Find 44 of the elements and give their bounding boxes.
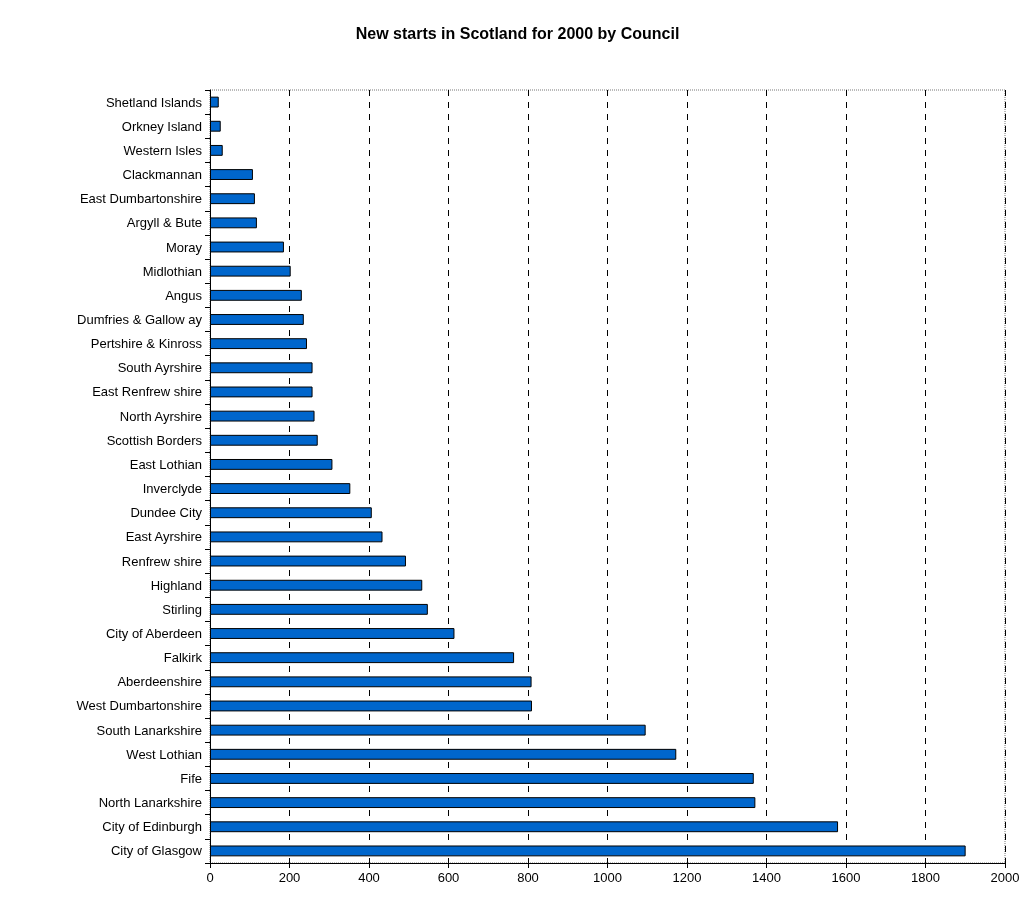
x-tick-label: 800 — [517, 870, 539, 885]
y-tick-label: East Renfrew shire — [92, 384, 202, 400]
y-tick-label: West Dumbartonshire — [76, 698, 202, 714]
y-tick-label: North Lanarkshire — [98, 795, 202, 811]
y-tick-label: Dumfries & Gallow ay — [77, 311, 203, 327]
y-tick-label: Angus — [165, 287, 203, 303]
y-tick-label: East Dumbartonshire — [79, 191, 202, 207]
y-tick-label: East Lothian — [129, 456, 202, 472]
y-tick-label: Midlothian — [142, 263, 202, 279]
y-tick-label: Shetland Islands — [105, 94, 203, 110]
x-tick-label: 600 — [437, 870, 460, 885]
y-tick-label: Dundee City — [130, 505, 203, 521]
chart-title: New starts in Scotland for 2000 by Council — [355, 24, 680, 42]
x-tick-label: 1600 — [831, 870, 861, 885]
y-tick-label: South Ayrshire — [117, 360, 202, 376]
y-tick-label: Stirling — [162, 601, 202, 617]
y-tick-label: Western Isles — [123, 142, 203, 158]
x-tick-label: 400 — [358, 870, 380, 885]
x-tick-label: 200 — [278, 870, 301, 885]
y-tick-label: Falkirk — [163, 650, 203, 666]
y-tick-label: Scottish Borders — [106, 432, 203, 448]
y-tick-label: Aberdeenshire — [117, 674, 202, 690]
y-tick-label: City of Aberdeen — [105, 626, 202, 642]
x-tick-label: 1000 — [593, 870, 622, 885]
y-tick-label: Highland — [150, 577, 202, 593]
y-tick-label: West Lothian — [126, 746, 202, 762]
y-tick-label: North Ayrshire — [119, 408, 202, 424]
x-tick-label: 1400 — [752, 870, 781, 885]
x-tick-label: 2000 — [990, 870, 1020, 885]
y-tick-label: Moray — [165, 239, 203, 255]
y-tick-label: Renfrew shire — [121, 553, 202, 569]
y-tick-label: Clackmannan — [122, 167, 202, 183]
x-tick-label: 1200 — [672, 870, 702, 885]
y-tick-label: South Lanarkshire — [96, 722, 202, 738]
y-tick-label: Argyll & Bute — [126, 215, 202, 231]
y-tick-label: Fife — [180, 770, 202, 786]
x-tick-label: 1800 — [911, 870, 940, 885]
y-tick-label: Orkney Island — [121, 118, 202, 134]
y-tick-label: Inverclyde — [142, 481, 202, 497]
y-tick-label: City of Glasgow — [110, 843, 203, 859]
y-tick-label: Pertshire & Kinross — [90, 336, 203, 352]
x-tick-label: 0 — [206, 870, 214, 885]
y-tick-label: East Ayrshire — [125, 529, 202, 545]
y-tick-label: City of Edinburgh — [102, 819, 202, 835]
